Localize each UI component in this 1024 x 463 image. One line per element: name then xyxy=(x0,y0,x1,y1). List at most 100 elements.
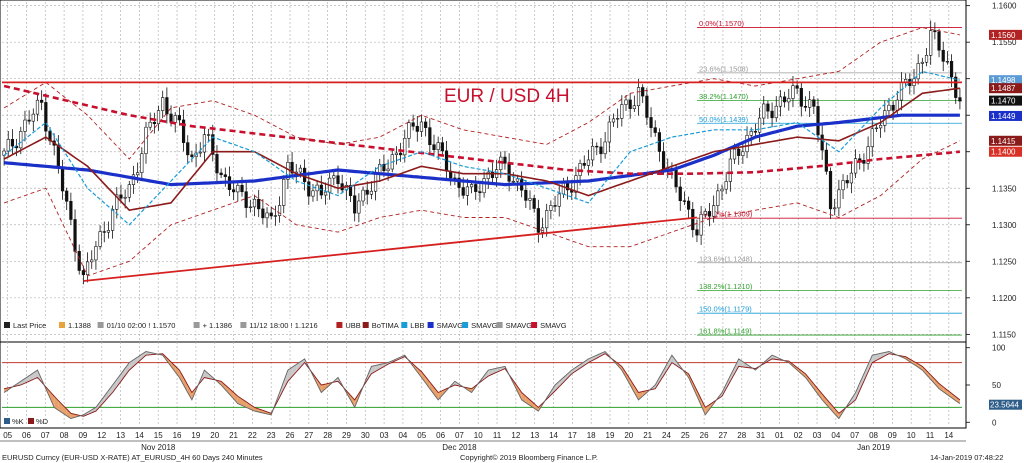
stochastic-spread xyxy=(951,393,956,401)
time-axis-tick-label: 21 xyxy=(229,431,238,440)
candle-body xyxy=(728,158,732,182)
time-axis-tick-label: 22 xyxy=(248,431,257,440)
stochastic-spread xyxy=(571,367,576,374)
stochastic-spread xyxy=(880,352,885,359)
candle-body xyxy=(616,118,620,120)
stochastic-spread xyxy=(813,383,818,395)
candle-body xyxy=(916,63,920,80)
time-axis-tick-label: 23 xyxy=(267,431,276,440)
stochastic-spread xyxy=(141,351,146,359)
stochastic-spread xyxy=(221,381,226,390)
legend-label: SMAVG xyxy=(471,321,498,330)
candle-body xyxy=(511,180,515,183)
price-badge-label: 1.1487 xyxy=(991,84,1016,93)
candle-body xyxy=(202,134,207,153)
fib-level-label: 0.0%(1.1570) xyxy=(699,19,745,28)
candle-body xyxy=(148,121,152,128)
candle-body xyxy=(599,146,603,155)
stochastic-spread xyxy=(517,386,522,400)
candle-body xyxy=(23,119,27,132)
stochastic-spread xyxy=(801,370,806,378)
candle-body xyxy=(607,121,611,143)
candle-body xyxy=(85,261,90,275)
candle-body xyxy=(77,251,81,271)
candle-body xyxy=(753,131,757,133)
candle-body xyxy=(762,103,766,119)
candle-body xyxy=(44,102,48,132)
candle-body xyxy=(820,134,824,151)
candle-body xyxy=(282,178,286,206)
candle-body xyxy=(10,139,15,147)
stochastic-spread xyxy=(626,372,631,385)
legend-swatch xyxy=(193,322,200,328)
stochastic-spread xyxy=(918,363,923,371)
candle-body xyxy=(252,198,257,208)
candle-body xyxy=(236,184,240,193)
candle-body xyxy=(115,194,119,210)
candle-body xyxy=(691,209,695,231)
candle-body xyxy=(545,210,549,229)
stochastic-spread xyxy=(100,396,105,407)
candle-body xyxy=(35,99,40,115)
price-badge xyxy=(989,75,1022,86)
candle-body xyxy=(207,134,211,136)
candle-body xyxy=(933,30,937,33)
time-axis-tick-label: 25 xyxy=(681,431,690,440)
candle-body xyxy=(620,104,624,119)
candle-body xyxy=(862,160,866,164)
stochastic-spread xyxy=(584,358,589,366)
stochastic-spread xyxy=(809,378,814,389)
overlay-lines xyxy=(2,81,962,282)
stochastic-spread xyxy=(321,384,326,393)
oscillator-axis-tick-label: 100 xyxy=(992,344,1006,353)
candle-body xyxy=(486,171,490,179)
series-line-smavg xyxy=(3,84,961,175)
stochastic-spread xyxy=(375,364,380,372)
stochastic-spread xyxy=(826,398,831,410)
time-axis-tick-label: 05 xyxy=(3,431,12,440)
time-axis-tick-label: 16 xyxy=(173,431,182,440)
stochastic-spread xyxy=(496,367,501,373)
price-badge-label: 1.1470 xyxy=(991,97,1016,106)
legend-label: 01/10 02:00 ! 1.1570 xyxy=(107,321,176,330)
time-axis-tick-label: 30 xyxy=(361,431,370,440)
stochastic-spread xyxy=(233,392,238,404)
time-axis-tick-label: 02 xyxy=(794,431,803,440)
time-axis-tick-label: 08 xyxy=(60,431,69,440)
stochastic-spread xyxy=(555,381,560,391)
candle-body xyxy=(582,163,586,166)
stochastic-spread xyxy=(379,363,384,369)
candle-body xyxy=(845,180,849,184)
time-axis-tick-label: 08 xyxy=(869,431,878,440)
candle-body xyxy=(803,105,808,108)
candle-body xyxy=(591,145,595,161)
candle-body xyxy=(595,145,599,148)
candle-body xyxy=(232,189,236,193)
stochastic-spread xyxy=(922,366,927,375)
stochastic-spread xyxy=(859,373,864,391)
candle-body xyxy=(186,142,190,156)
candle-body xyxy=(632,105,636,109)
candle-body xyxy=(123,196,127,199)
time-axis-tick-label: 20 xyxy=(624,431,633,440)
time-axis-tick-label: 31 xyxy=(756,431,765,440)
candle-body xyxy=(474,184,478,192)
candle-body xyxy=(920,61,924,64)
time-axis-tick-label: 27 xyxy=(304,431,313,440)
stochastic-spread xyxy=(530,399,535,409)
indicator-lines xyxy=(3,27,961,277)
stochastic-spread xyxy=(204,370,209,379)
candle-body xyxy=(941,49,945,62)
candle-body xyxy=(6,139,10,152)
time-axis-tick-label: 14 xyxy=(944,431,953,440)
stochastic-spread xyxy=(863,364,869,382)
stochastic-spread xyxy=(575,364,581,372)
stochastic-oscillator xyxy=(2,350,962,420)
fibonacci-levels: 0.0%(1.1570) 23.6%(1.1508) 38.2%(1.1470) 50… xyxy=(696,19,962,336)
time-axis-tick-label: 03 xyxy=(380,431,389,440)
candle-body xyxy=(703,211,707,215)
time-axis-month-label: Nov 2018 xyxy=(141,443,176,452)
candle-body xyxy=(277,205,282,216)
